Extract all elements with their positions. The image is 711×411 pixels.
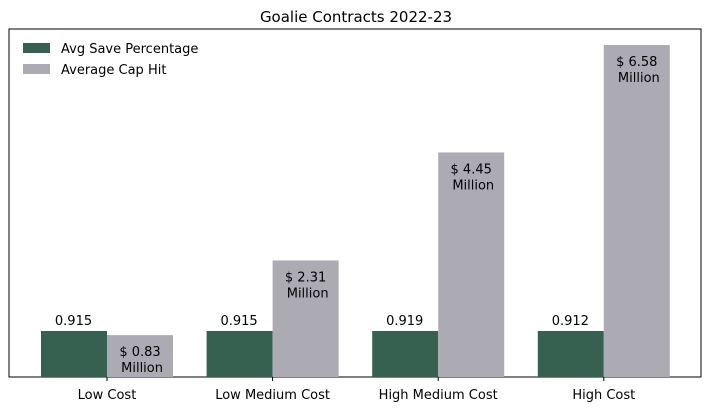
- data-label-cap-hit: $ 6.58 Million: [614, 55, 660, 86]
- bar-save-percentage: [537, 331, 604, 377]
- data-label-cap-hit-line: Million: [614, 71, 660, 86]
- x-tick-label: Low Medium Cost: [215, 388, 330, 403]
- x-tick-label: Low Cost: [78, 388, 137, 403]
- bar-cap-hit: [438, 152, 505, 377]
- bar-save-percentage: [372, 331, 439, 377]
- data-label-cap-hit: $ 0.83 Million: [117, 345, 163, 376]
- data-label-save-percentage: 0.915: [220, 314, 257, 329]
- bar-cap-hit: [272, 260, 339, 377]
- legend: Avg Save Percentage Average Cap Hit: [23, 42, 198, 78]
- legend-swatch: [23, 64, 50, 74]
- legend-swatch: [23, 43, 50, 53]
- data-label-cap-hit-line: $ 0.83: [119, 345, 160, 360]
- legend-label: Average Cap Hit: [61, 63, 166, 78]
- bar-cap-hit: [603, 44, 670, 377]
- data-label-cap-hit: $ 2.31 Million: [283, 270, 329, 301]
- x-axis: Low Cost Low Medium Cost High Medium Cost H…: [78, 377, 635, 403]
- data-label-save-percentage: 0.915: [55, 314, 92, 329]
- data-label-cap-hit: $ 4.45 Million: [448, 162, 494, 193]
- data-label-save-percentage: 0.912: [552, 314, 589, 329]
- bar-save-percentage: [41, 331, 107, 377]
- x-tick-label: High Cost: [572, 388, 635, 403]
- data-label-cap-hit-line: $ 4.45: [451, 162, 492, 177]
- bar-save-percentage: [206, 331, 273, 377]
- data-label-cap-hit-line: $ 2.31: [285, 270, 326, 285]
- data-label-cap-hit-line: Million: [117, 361, 163, 376]
- data-label-cap-hit-line: Million: [448, 178, 494, 193]
- bar-cap-hit: [107, 335, 173, 377]
- bar-labels: 0.915 $ 0.83 Million 0.915 $ 2.31 Million 0.…: [55, 55, 660, 376]
- chart-title: Goalie Contracts 2022-23: [260, 8, 452, 26]
- data-label-cap-hit-line: $ 6.58: [616, 55, 657, 70]
- data-label-cap-hit-line: Million: [283, 286, 329, 301]
- plot-frame: [8, 28, 702, 378]
- bars: [41, 44, 670, 377]
- x-tick-label: High Medium Cost: [379, 388, 498, 403]
- legend-label: Avg Save Percentage: [61, 42, 198, 57]
- data-label-save-percentage: 0.919: [386, 314, 423, 329]
